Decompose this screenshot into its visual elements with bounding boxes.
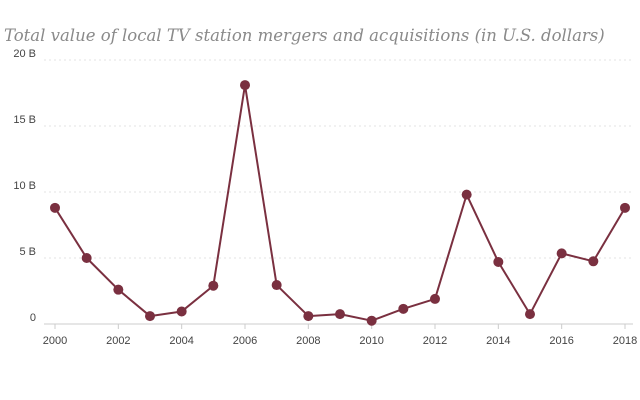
x-tick-label: 2008: [296, 335, 320, 347]
y-tick-label: 20 B: [13, 48, 36, 60]
data-point-2000: [50, 202, 60, 213]
x-tick-label: 2002: [106, 335, 130, 347]
data-point-2005: [208, 280, 219, 291]
data-point-2011: [398, 303, 409, 314]
data-point-2012: [430, 293, 440, 304]
data-point-2002: [113, 284, 124, 295]
y-tick-label: 0: [30, 312, 36, 324]
x-tick-label: 2014: [486, 335, 510, 347]
x-tick-label: 2004: [169, 335, 193, 347]
y-tick-label: 5 B: [19, 246, 36, 258]
data-point-2001: [81, 253, 92, 263]
x-axis: 2000 2002 2004 2006 2008 2010 2012 2014 2016 2018: [43, 324, 637, 347]
grid-lines: [44, 59, 633, 325]
data-point-2009: [335, 309, 345, 320]
x-tick-label: 2006: [233, 335, 257, 347]
chart-title: Total value of local TV station mergers …: [4, 26, 605, 45]
data-point-2013: [461, 189, 472, 200]
y-tick-label: 10 B: [13, 180, 36, 192]
x-tick-label: 2000: [43, 335, 67, 347]
data-point-2018: [620, 202, 630, 213]
y-tick-label: 15 B: [13, 114, 36, 126]
data-point-2007: [271, 280, 282, 291]
x-tick-label: 2016: [549, 335, 573, 347]
series-line-0: [54, 84, 626, 322]
data-points: [50, 80, 630, 326]
data-point-2015: [525, 309, 535, 320]
data-point-2014: [493, 256, 504, 267]
data-point-2016: [556, 248, 567, 259]
x-tick-label: 2010: [359, 335, 383, 347]
data-point-2003: [145, 311, 155, 322]
data-point-2004: [176, 306, 187, 317]
y-axis: 0 5 B 10 B 15 B 20 B: [13, 48, 36, 324]
series-line: [54, 84, 626, 322]
data-point-2010: [366, 315, 377, 326]
x-tick-label: 2012: [423, 335, 447, 347]
data-point-2008: [303, 311, 314, 322]
data-point-2017: [588, 256, 599, 267]
data-point-2006: [240, 80, 250, 91]
x-tick-label: 2018: [613, 335, 637, 347]
